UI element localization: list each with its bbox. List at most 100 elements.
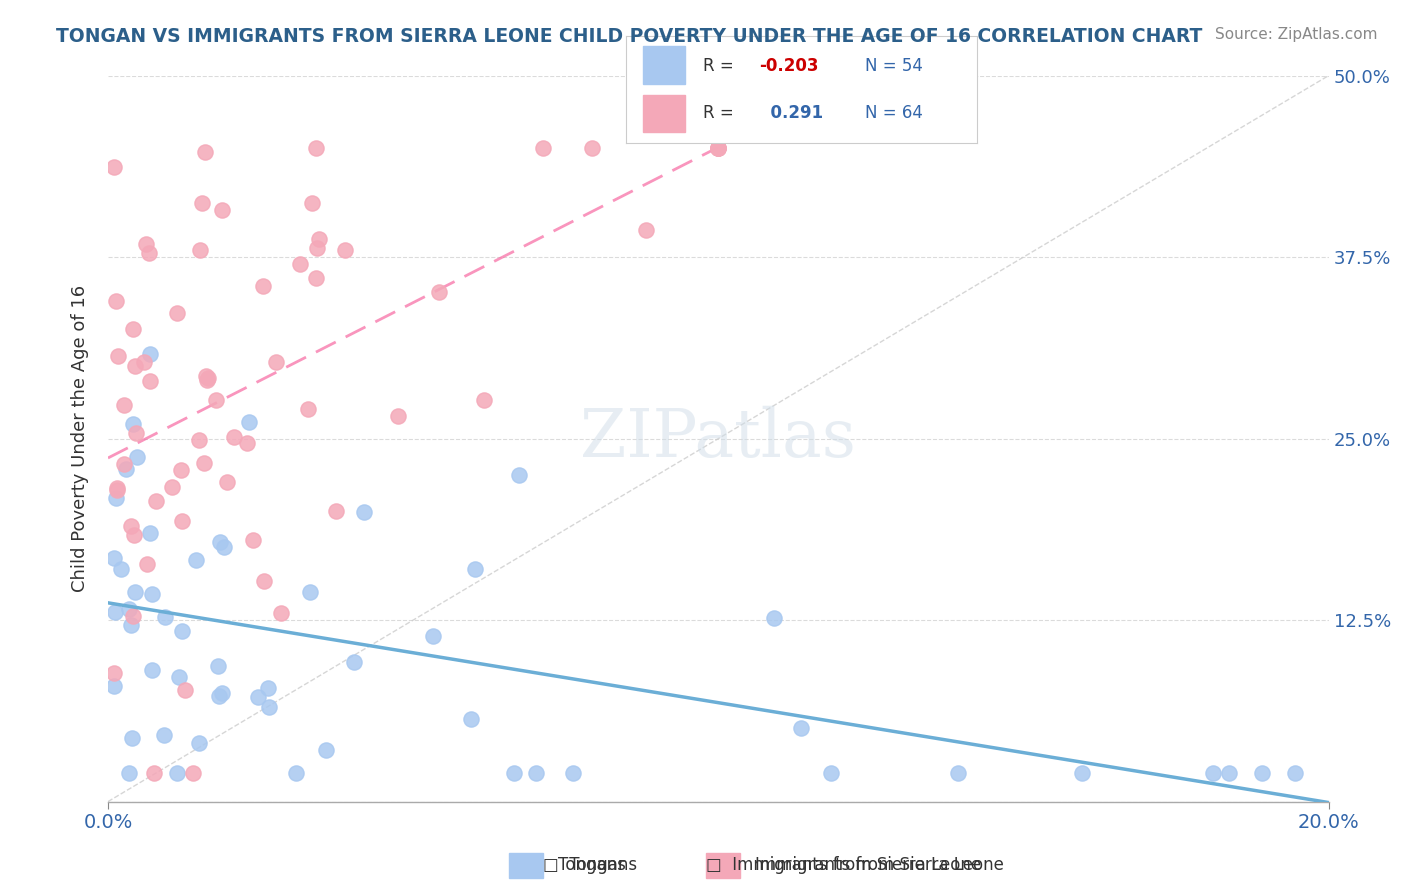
Point [524, 765, 547, 780]
Point [121, 322, 143, 336]
Point [238, 415, 260, 429]
Point [211, 202, 233, 217]
Point [124, 359, 146, 373]
Text: TONGAN VS IMMIGRANTS FROM SIERRA LEONE CHILD POVERTY UNDER THE AGE OF 16 CORRELA: TONGAN VS IMMIGRANTS FROM SIERRA LEONE C… [56, 27, 1202, 45]
Bar [706, 853, 740, 878]
Point [155, 609, 177, 624]
Point [946, 765, 969, 780]
Text: -0.203: -0.203 [759, 57, 818, 75]
Point [139, 346, 162, 360]
Point [112, 457, 135, 471]
Point [160, 480, 183, 494]
Bar [644, 95, 686, 132]
Point [136, 558, 159, 572]
Point [820, 765, 842, 780]
Point [121, 417, 143, 431]
Point [242, 533, 264, 548]
Point [120, 519, 142, 533]
Point [264, 355, 287, 369]
Point [305, 271, 328, 285]
Text: Tongans: Tongans [558, 856, 626, 874]
Text: Source: ZipAtlas.com: Source: ZipAtlas.com [1215, 27, 1378, 42]
Point [208, 689, 231, 703]
Point [503, 765, 526, 780]
Point [110, 562, 132, 576]
Point [297, 401, 319, 416]
Point [288, 257, 311, 271]
Point [172, 624, 194, 639]
Point [125, 426, 148, 441]
Point [139, 374, 162, 388]
Point [252, 279, 274, 293]
Point [427, 285, 450, 300]
Point [284, 765, 307, 780]
Point [222, 430, 245, 444]
Text: R =: R = [703, 103, 740, 121]
Point [508, 468, 530, 483]
Bar [644, 46, 686, 84]
Point [308, 232, 330, 246]
Point [707, 141, 730, 155]
Point [105, 293, 128, 308]
Point [145, 493, 167, 508]
Point [197, 371, 219, 385]
Point [634, 223, 657, 237]
Point [105, 483, 128, 497]
Point [315, 743, 337, 757]
Point [195, 368, 218, 383]
Point [167, 670, 190, 684]
Point [104, 605, 127, 619]
Point [1070, 765, 1092, 780]
Point [212, 541, 235, 555]
Text: Immigrants from Sierra Leone: Immigrants from Sierra Leone [755, 856, 1004, 874]
Bar [509, 853, 543, 878]
Point [103, 160, 125, 174]
Point [187, 736, 209, 750]
Point [707, 141, 730, 155]
Point [207, 659, 229, 673]
Point [141, 586, 163, 600]
Point [325, 503, 347, 517]
Point [707, 141, 730, 155]
Point [422, 629, 444, 643]
Point [112, 397, 135, 411]
Point [257, 681, 280, 695]
Point [460, 712, 482, 726]
Point [183, 765, 205, 780]
Point [464, 562, 486, 576]
Point [270, 606, 292, 620]
Text: R =: R = [703, 57, 740, 75]
Point [107, 349, 129, 363]
Point [252, 574, 274, 589]
Point [172, 514, 194, 528]
Point [142, 765, 165, 780]
Point [257, 700, 280, 714]
Point [135, 236, 157, 251]
Point [188, 243, 211, 257]
Point [105, 491, 128, 505]
Point [209, 534, 232, 549]
Point [103, 666, 125, 681]
Text: N = 64: N = 64 [865, 103, 922, 121]
Point [533, 141, 555, 155]
Point [235, 436, 257, 450]
Point [472, 392, 495, 407]
Point [387, 409, 409, 423]
Text: N = 54: N = 54 [865, 57, 922, 75]
Point [103, 679, 125, 693]
Text: □  Immigrants from Sierra Leone: □ Immigrants from Sierra Leone [706, 856, 981, 874]
Point [184, 553, 207, 567]
Point [247, 690, 270, 704]
Point [105, 481, 128, 495]
Point [342, 655, 364, 669]
Point [215, 475, 238, 489]
Point [211, 686, 233, 700]
Point [307, 241, 329, 255]
Point [103, 550, 125, 565]
Point [763, 611, 786, 625]
Point [1218, 765, 1240, 780]
Point [305, 141, 328, 155]
Point [194, 145, 217, 159]
Point [188, 433, 211, 447]
Point [120, 618, 142, 632]
